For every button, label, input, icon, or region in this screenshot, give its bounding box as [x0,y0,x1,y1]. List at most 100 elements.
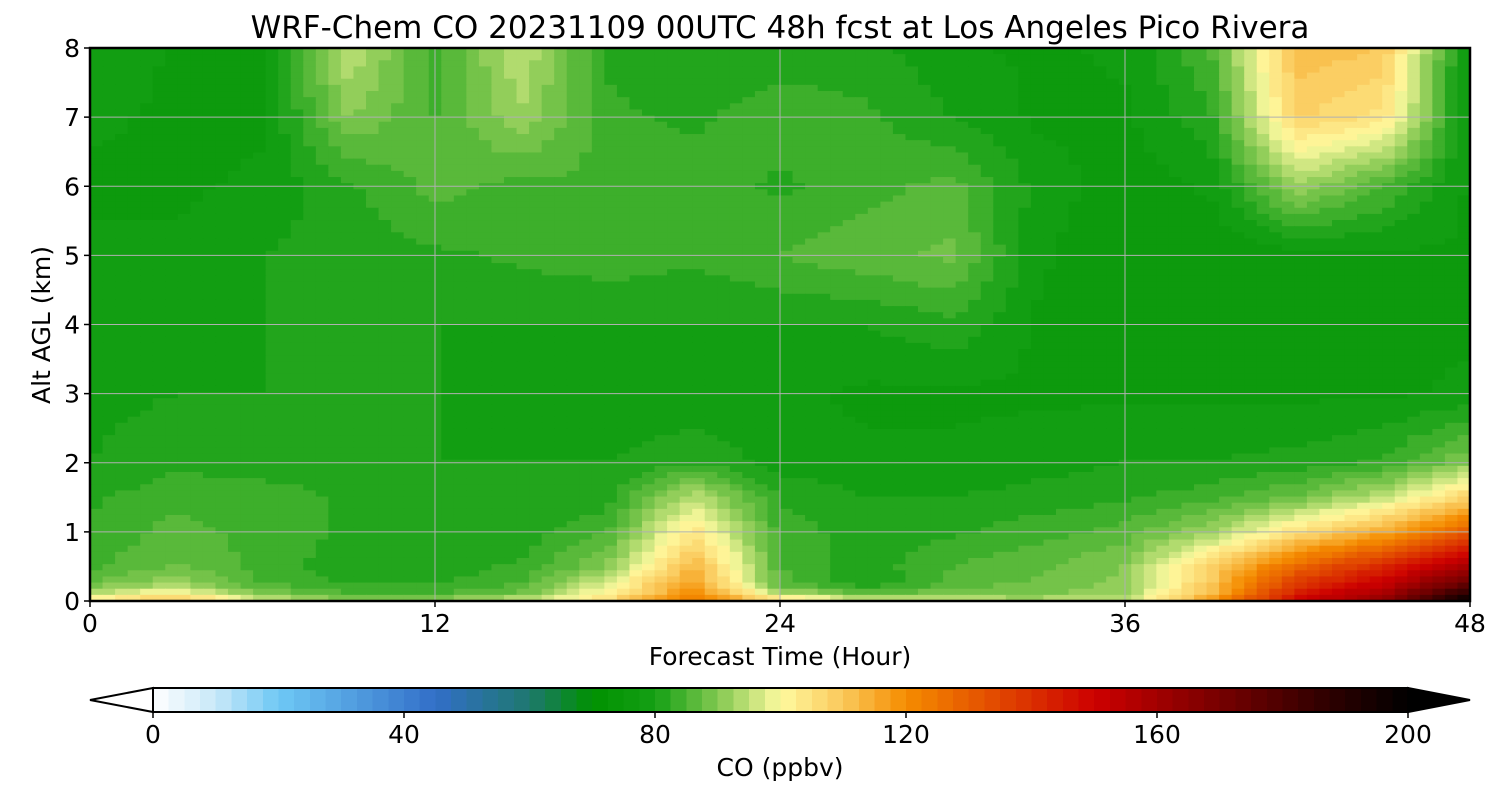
contour-cell [366,177,380,184]
contour-cell [1056,84,1070,92]
contour-cell [1269,84,1283,92]
contour-cell [629,134,643,141]
contour-cell [1168,177,1183,184]
contour-cell [1056,189,1070,197]
contour-cell [805,158,819,166]
contour-cell [955,226,969,233]
contour-cell [491,275,505,283]
contour-cell [466,195,480,203]
contour-cell [441,84,455,92]
contour-cell [190,140,204,147]
contour-cell [1106,48,1120,55]
contour-cell [529,213,543,221]
contour-cell [190,109,204,117]
contour-cell [880,127,894,135]
contour-cell [265,306,279,313]
contour-cell [1394,207,1408,215]
contour-cell [792,134,806,141]
contour-cell [905,152,919,160]
contour-cell [767,152,781,160]
contour-cell [993,244,1007,252]
contour-cell [729,54,743,61]
contour-cell [830,256,844,264]
contour-cell [1081,170,1095,178]
contour-cell [842,60,856,68]
contour-cell [391,263,405,270]
contour-cell [1407,269,1421,276]
contour-cell [102,244,116,252]
contour-cell [190,250,204,258]
contour-cell [1081,164,1095,172]
contour-cell [855,226,869,233]
contour-cell [817,213,831,221]
contour-cell [240,201,254,209]
contour-cell [980,134,994,141]
contour-cell [1294,250,1308,258]
contour-cell [253,91,267,98]
contour-cell [1306,275,1321,283]
contour-cell [90,195,104,203]
contour-cell [202,207,217,215]
contour-cell [541,60,555,68]
contour-cell [504,226,518,233]
contour-cell [441,189,455,197]
contour-cell [817,164,831,172]
contour-cell [754,48,769,55]
contour-cell [943,281,957,289]
contour-cell [892,140,907,147]
contour-cell [918,121,932,129]
contour-cell [403,226,417,233]
contour-cell [930,66,944,74]
contour-cell [742,275,756,283]
contour-cell [905,115,919,123]
contour-cell [1018,109,1032,117]
contour-cell [1005,232,1019,240]
contour-cell [1281,281,1295,289]
contour-cell [692,146,706,154]
contour-cell [855,263,869,270]
contour-cell [1444,287,1459,295]
contour-cell [754,306,769,313]
contour-cell [767,103,781,111]
contour-cell [1344,66,1358,74]
contour-cell [792,140,806,147]
contour-cell [867,146,881,154]
contour-cell [1093,140,1107,147]
contour-cell [968,134,982,141]
contour-cell [253,306,267,313]
contour-cell [478,269,493,276]
contour-cell [1093,287,1107,295]
contour-cell [742,293,756,301]
contour-cell [993,78,1007,86]
contour-cell [616,177,631,184]
contour-cell [541,299,555,307]
contour-cell [1181,207,1195,215]
contour-cell [1256,158,1270,166]
contour-cell [441,232,455,240]
contour-cell [754,275,769,283]
contour-cell [1332,201,1346,209]
contour-cell [1056,306,1070,313]
contour-cell [315,232,329,240]
contour-cell [529,250,543,258]
contour-cell [466,281,480,289]
contour-cell [1056,103,1070,111]
contour-cell [1357,84,1371,92]
contour-cell [955,127,969,135]
contour-cell [353,91,367,98]
contour-cell [516,293,530,301]
contour-cell [1382,109,1396,117]
contour-cell [228,275,242,283]
contour-cell [416,263,430,270]
contour-cell [1369,121,1383,129]
contour-cell [127,72,141,80]
contour-cell [729,207,743,215]
contour-cell [165,195,179,203]
contour-cell [742,78,756,86]
contour-cell [805,195,819,203]
contour-cell [228,103,242,111]
contour-cell [353,109,367,117]
contour-cell [792,195,806,203]
contour-cell [780,287,794,295]
contour-cell [1168,134,1183,141]
